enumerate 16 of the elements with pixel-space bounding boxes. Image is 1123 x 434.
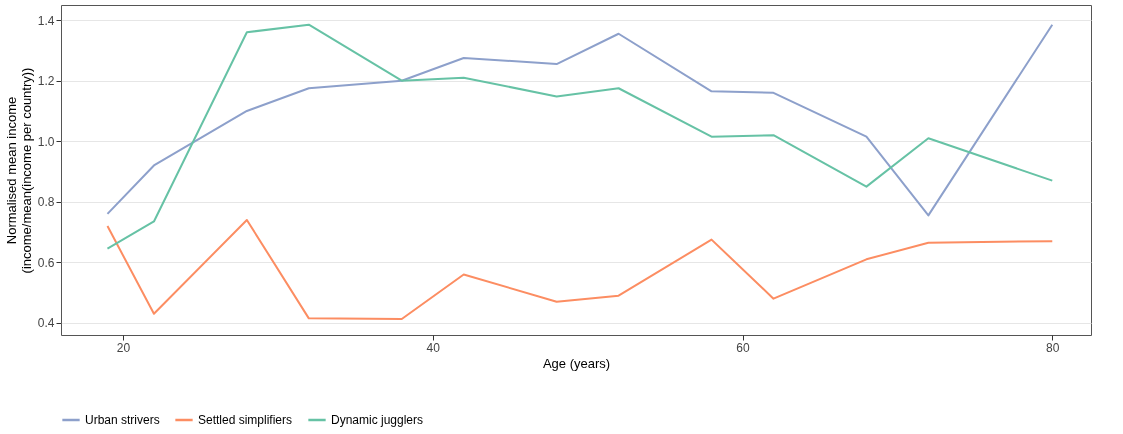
y-tick-label: 1.0	[37, 134, 55, 149]
x-axis-title: Age (years)	[542, 355, 611, 371]
legend-label: Settled simplifiers	[198, 413, 293, 427]
x-tick-label: 20	[116, 340, 131, 355]
y-axis-title: Normalised mean income (income/mean(income per country))	[3, 67, 34, 274]
y-tick-label: 0.6	[37, 255, 55, 270]
y-tick-label: 0.8	[37, 195, 55, 210]
x-tick-label: 80	[1046, 340, 1060, 355]
x-tick-label: 60	[736, 340, 750, 355]
line-series	[106, 218, 1054, 320]
legend-label: Urban strivers	[85, 413, 160, 427]
x-tick-label: 40	[426, 340, 441, 355]
y-tick-label: 1.4	[37, 13, 55, 28]
y-tick-label: 1.2	[37, 74, 55, 89]
legend-label: Dynamic jugglers	[331, 413, 424, 427]
y-tick-label: 0.4	[37, 316, 55, 331]
